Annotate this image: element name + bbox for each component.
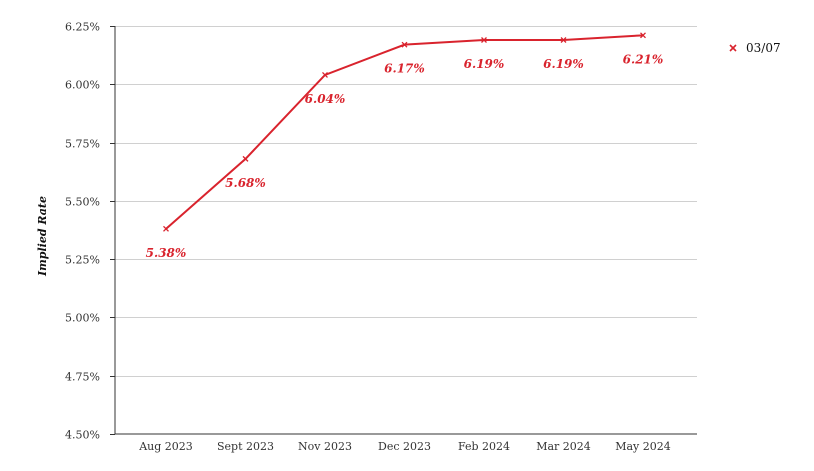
marker-stroke (481, 37, 487, 43)
marker-stroke (163, 225, 169, 232)
axes (114, 26, 697, 435)
marker-stroke (242, 155, 249, 162)
data-point[interactable] (481, 37, 487, 43)
y-tick-label: 4.75% (65, 371, 100, 384)
marker-stroke (729, 44, 737, 52)
data-point[interactable] (560, 37, 567, 43)
marker-stroke (322, 72, 328, 78)
gridlines (110, 26, 697, 435)
y-axis-label: Implied Rate (36, 196, 49, 277)
data-label: 6.21% (623, 52, 664, 66)
y-tick-label: 5.50% (65, 196, 100, 209)
marker-stroke (401, 41, 408, 48)
data-point[interactable] (640, 32, 646, 39)
data-label: 6.04% (305, 92, 346, 106)
series-03-07 (163, 32, 646, 232)
x-tick-label: Feb 2024 (458, 440, 510, 453)
y-tick-labels: 4.50% 4.75% 5.00% 5.25% 5.50% 5.75% 6.00% 6.25% (65, 21, 100, 442)
x-tick-labels: Aug 2023 Sept 2023 Nov 2023 Dec 2023 Feb 202… (138, 440, 671, 453)
y-tick-label: 5.25% (65, 254, 100, 267)
legend-marker-icon (729, 44, 737, 52)
x-tick-label: Mar 2024 (536, 440, 591, 453)
x-tick-label: May 2024 (615, 440, 671, 453)
legend-label: 03/07 (746, 41, 781, 55)
x-tick-label: Sept 2023 (217, 440, 274, 453)
y-tick-label: 5.75% (65, 138, 100, 151)
marker-stroke (640, 32, 646, 39)
data-point[interactable] (401, 41, 408, 48)
data-label: 5.68% (225, 176, 266, 190)
x-tick-label: Aug 2023 (138, 440, 193, 453)
data-point[interactable] (163, 225, 169, 232)
y-tick-label: 5.00% (65, 312, 100, 325)
legend[interactable]: 03/07 (729, 41, 781, 55)
y-tick-label: 6.25% (65, 21, 100, 34)
data-label: 5.38% (146, 246, 187, 260)
x-tick-label: Dec 2023 (378, 440, 431, 453)
data-label: 6.19% (543, 57, 584, 71)
data-point[interactable] (242, 155, 249, 162)
y-tick-label: 6.00% (65, 79, 100, 92)
data-labels: 5.38% 5.68% 6.04% 6.17% 6.19% 6.19% 6.21% (146, 52, 664, 260)
data-point[interactable] (322, 72, 328, 78)
data-label: 6.19% (464, 57, 505, 71)
y-tick-label: 4.50% (65, 429, 100, 442)
data-label: 6.17% (384, 62, 425, 76)
marker-stroke (560, 37, 567, 43)
x-tick-label: Nov 2023 (298, 440, 352, 453)
